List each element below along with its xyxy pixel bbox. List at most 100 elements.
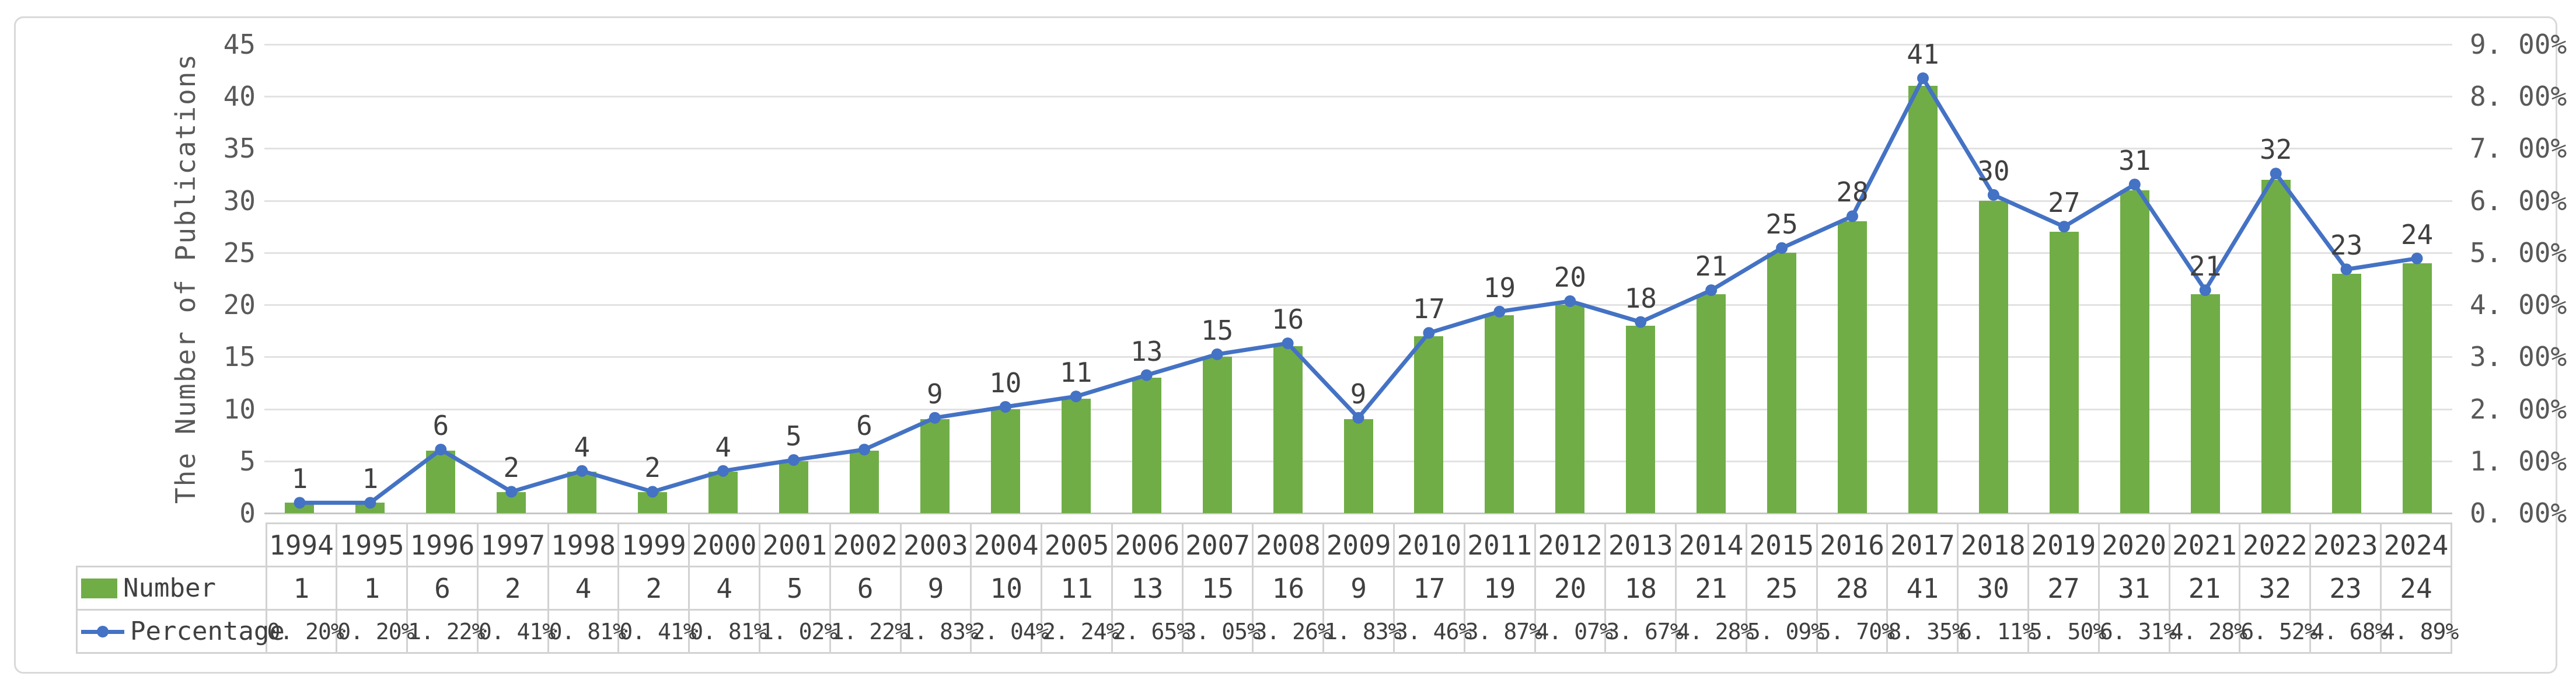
left-axis-tick-label: 5 [239,445,256,477]
percentage-value-cell: 4. 07% [1534,609,1613,654]
number-bar [2261,179,2291,513]
year-header-cell: 2022 [2239,522,2312,567]
percentage-value-cell: 3. 46% [1393,609,1472,654]
percentage-value-cell: 1. 83% [1322,609,1401,654]
number-value-cell: 30 [1957,566,2030,611]
legend-percentage-label: Percentage [130,616,285,646]
percentage-point [2340,263,2352,276]
number-data-label: 2 [644,452,661,484]
number-bar [1414,336,1444,513]
year-header-cell: 2015 [1745,522,1818,567]
number-bar [1202,357,1232,513]
percentage-point [1847,210,1858,222]
right-axis-tick-label: 9. 00% [2470,29,2567,60]
right-axis-tick-label: 6. 00% [2470,184,2567,217]
number-bar [1626,325,1656,513]
year-header-cell: 2017 [1886,522,1959,567]
percentage-point [1493,305,1506,318]
number-value-cell: 25 [1745,566,1818,611]
year-header-cell: 2018 [1957,522,2030,567]
percentage-value-cell: 3. 67% [1604,609,1684,654]
number-bar [1485,315,1514,513]
number-value-cell: 4 [547,566,620,611]
number-data-label: 17 [1412,293,1446,325]
number-value-cell: 11 [1041,566,1113,611]
number-value-cell: 24 [2379,566,2453,611]
number-bar [2331,273,2361,513]
percentage-value-cell: 3. 87% [1463,609,1542,654]
year-header-cell: 2021 [2168,522,2241,567]
left-axis-tick-label: 25 [223,236,256,269]
percentage-point [999,401,1011,413]
number-value-cell: 4 [688,566,760,611]
number-row: Number 1 1 6 2 4 2 4 5 6 9 10 11 13 15 16 9 17 19 20 18 21 25… [76,566,2453,611]
year-header-cell: 1996 [406,522,479,567]
number-bar [1767,252,1797,513]
number-data-label: 32 [2259,134,2292,166]
number-data-label: 18 [1624,282,1657,314]
year-header-cell: 2013 [1604,522,1677,567]
percentage-point [1211,348,1223,360]
year-header-cell: 2005 [1041,522,1113,567]
percentage-point [2411,252,2423,264]
number-data-label: 9 [927,378,943,410]
percentage-value-cell: 1. 02% [758,609,837,654]
right-axis-tick-label: 4. 00% [2470,289,2567,321]
number-bar [2402,263,2432,513]
percentage-value-cell: 6. 31% [2097,609,2177,654]
percentage-point [1423,327,1435,339]
left-axis-tick-label: 20 [223,289,256,321]
table-corner-cell [77,524,267,567]
number-bar [1697,294,1726,513]
percentage-point [576,465,588,477]
year-header-cell: 2011 [1463,522,1536,567]
number-value-cell: 17 [1393,566,1465,611]
number-data-label: 10 [989,367,1022,399]
number-bar [849,450,879,513]
percentage-point [1635,316,1647,328]
percentage-value-cell: 0. 81% [547,609,626,654]
year-header-cell: 2001 [758,522,831,567]
percentage-polyline [299,76,2418,505]
number-bar [1978,200,2008,513]
number-data-label: 2 [503,452,520,484]
gridline [264,513,2452,514]
number-bar [426,450,456,513]
data-table: 1994 1995 1996 1997 1998 1999 2000 2001 2002 2003… [76,522,2459,654]
percentage-value-cell: 6. 52% [2239,609,2318,654]
left-axis-tick-label: 10 [223,393,256,425]
percentage-point [788,454,800,466]
percentage-value-cell: 2. 65% [1111,609,1190,654]
percentage-line-swatch-icon [81,622,124,642]
legend-number-label: Number [123,573,216,603]
number-data-label: 5 [786,420,802,452]
number-value-cell: 32 [2239,566,2312,611]
percentage-point [1917,72,1929,84]
percentage-point [1987,189,1999,201]
number-data-label: 31 [2118,145,2151,176]
percentage-value-cell: 0. 20% [336,609,415,654]
number-bar [2120,190,2149,513]
year-header-cell: 2010 [1393,522,1465,567]
right-axis-tick-label: 3. 00% [2470,341,2567,373]
percentage-value-cell: 6. 11% [1957,609,2036,654]
number-value-cell: 41 [1886,566,1959,611]
legend-item-number: Number [76,566,267,611]
year-header-cell: 2000 [688,522,760,567]
number-data-label: 23 [2330,229,2363,262]
percentage-value-cell: 3. 05% [1181,609,1261,654]
percentage-point [505,486,518,498]
percentage-point [1070,391,1082,403]
number-bar [2049,232,2079,513]
percentage-value-cell: 3. 26% [1252,609,1331,654]
percentage-point [1282,337,1294,350]
percentage-point [929,412,941,424]
number-data-label: 21 [2189,250,2222,283]
left-axis-tick-label: 15 [223,341,256,373]
number-value-cell: 2 [476,566,549,611]
year-header-cell: 1995 [336,522,409,567]
percentage-value-cell: 1. 22% [406,609,485,654]
year-header-cell: 2007 [1181,522,1254,567]
right-axis-tick-label: 7. 00% [2470,133,2567,165]
percentage-point [1352,412,1364,424]
